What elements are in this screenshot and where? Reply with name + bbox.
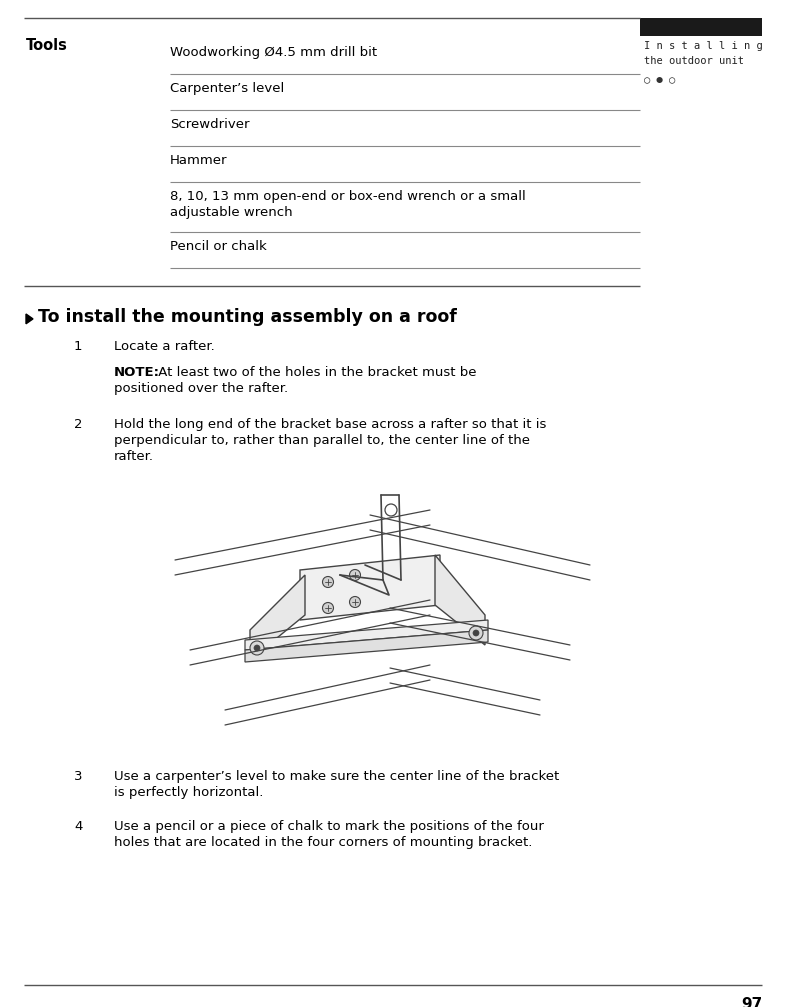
Text: 4: 4 <box>74 820 83 833</box>
Polygon shape <box>26 314 33 324</box>
Text: To install the mounting assembly on a roof: To install the mounting assembly on a ro… <box>38 308 457 326</box>
Text: ○ ● ○: ○ ● ○ <box>644 74 675 84</box>
Text: holes that are located in the four corners of mounting bracket.: holes that are located in the four corne… <box>114 836 532 849</box>
Text: Use a pencil or a piece of chalk to mark the positions of the four: Use a pencil or a piece of chalk to mark… <box>114 820 544 833</box>
Circle shape <box>350 596 361 607</box>
Polygon shape <box>300 555 440 620</box>
Circle shape <box>469 626 483 640</box>
Circle shape <box>254 645 260 651</box>
Text: is perfectly horizontal.: is perfectly horizontal. <box>114 786 263 799</box>
Text: I n s t a l l i n g: I n s t a l l i n g <box>644 41 762 51</box>
Text: 3: 3 <box>74 770 83 783</box>
Polygon shape <box>250 575 305 660</box>
Text: Woodworking Ø4.5 mm drill bit: Woodworking Ø4.5 mm drill bit <box>170 46 377 59</box>
Text: the outdoor unit: the outdoor unit <box>644 56 744 66</box>
Circle shape <box>473 630 479 636</box>
Text: Tools: Tools <box>26 38 68 53</box>
Text: At least two of the holes in the bracket must be: At least two of the holes in the bracket… <box>154 366 476 379</box>
FancyBboxPatch shape <box>640 18 762 36</box>
Circle shape <box>350 570 361 580</box>
Text: 1: 1 <box>74 340 83 353</box>
Text: NOTE:: NOTE: <box>114 366 160 379</box>
Text: 2: 2 <box>74 418 83 431</box>
Text: Hammer: Hammer <box>170 154 227 167</box>
Text: positioned over the rafter.: positioned over the rafter. <box>114 382 288 395</box>
Text: adjustable wrench: adjustable wrench <box>170 206 292 219</box>
Text: Pencil or chalk: Pencil or chalk <box>170 240 266 253</box>
Text: 8, 10, 13 mm open-end or box-end wrench or a small: 8, 10, 13 mm open-end or box-end wrench … <box>170 190 526 203</box>
Polygon shape <box>435 555 485 645</box>
Text: rafter.: rafter. <box>114 450 154 463</box>
Text: Locate a rafter.: Locate a rafter. <box>114 340 215 353</box>
Text: perpendicular to, rather than parallel to, the center line of the: perpendicular to, rather than parallel t… <box>114 434 530 447</box>
Circle shape <box>250 641 264 655</box>
Text: 97: 97 <box>740 997 762 1007</box>
Circle shape <box>322 576 333 587</box>
Text: Use a carpenter’s level to make sure the center line of the bracket: Use a carpenter’s level to make sure the… <box>114 770 560 783</box>
Text: Screwdriver: Screwdriver <box>170 118 249 131</box>
Polygon shape <box>245 620 488 650</box>
Polygon shape <box>245 630 488 662</box>
Text: Hold the long end of the bracket base across a rafter so that it is: Hold the long end of the bracket base ac… <box>114 418 546 431</box>
Text: Carpenter’s level: Carpenter’s level <box>170 82 285 95</box>
Circle shape <box>322 602 333 613</box>
